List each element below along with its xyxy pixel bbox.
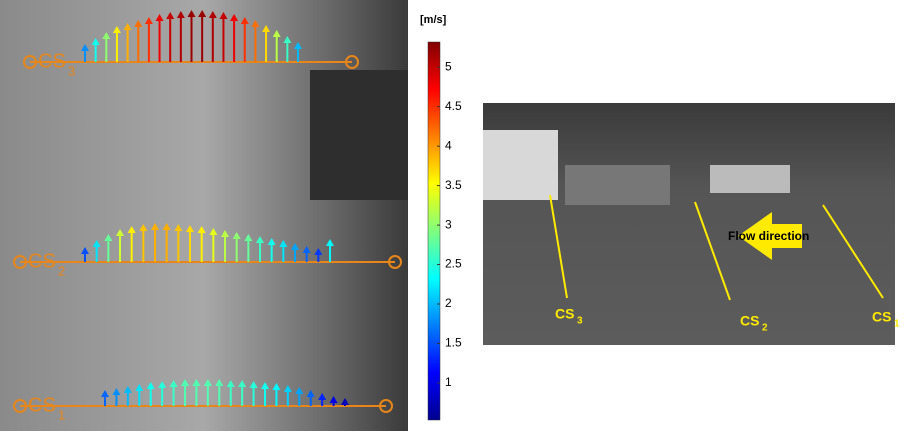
- section-label: CS: [38, 50, 66, 72]
- section-subscript: 3: [68, 63, 75, 78]
- section-subscript: 3: [577, 316, 583, 327]
- car: [483, 130, 558, 200]
- flow-label: Flow direction: [728, 229, 809, 243]
- section-label: CS: [555, 306, 574, 322]
- colorbar-tick-label: 4: [445, 138, 452, 152]
- section-label: CS: [740, 313, 759, 329]
- colorbar-tick-label: 3: [445, 217, 452, 231]
- colorbar-tick-label: 5: [445, 59, 452, 73]
- car: [710, 165, 790, 193]
- car: [565, 165, 670, 205]
- section-label: CS: [872, 309, 891, 325]
- section-subscript: 1: [894, 319, 900, 330]
- colorbar-tick-label: 1.5: [445, 336, 462, 350]
- colorbar-tick-label: 2: [445, 296, 452, 310]
- section-label: CS: [28, 394, 56, 416]
- section-subscript: 1: [58, 407, 65, 422]
- colorbar-tick-label: 1: [445, 375, 452, 389]
- figure: Flow direction [m/s] 1 1.5 2 2.5 3 3.5 4 4.5 5 CS…: [0, 0, 909, 431]
- colorbar: [428, 42, 440, 420]
- colorbar-tick-label: 3.5: [445, 178, 462, 192]
- colorbar-unit: [m/s]: [420, 14, 447, 26]
- car-shadow: [310, 70, 408, 200]
- colorbar-tick-label: 4.5: [445, 99, 462, 113]
- section-label: CS: [28, 250, 56, 272]
- section-subscript: 2: [762, 323, 768, 334]
- section-subscript: 2: [58, 263, 65, 278]
- colorbar-tick-label: 2.5: [445, 257, 462, 271]
